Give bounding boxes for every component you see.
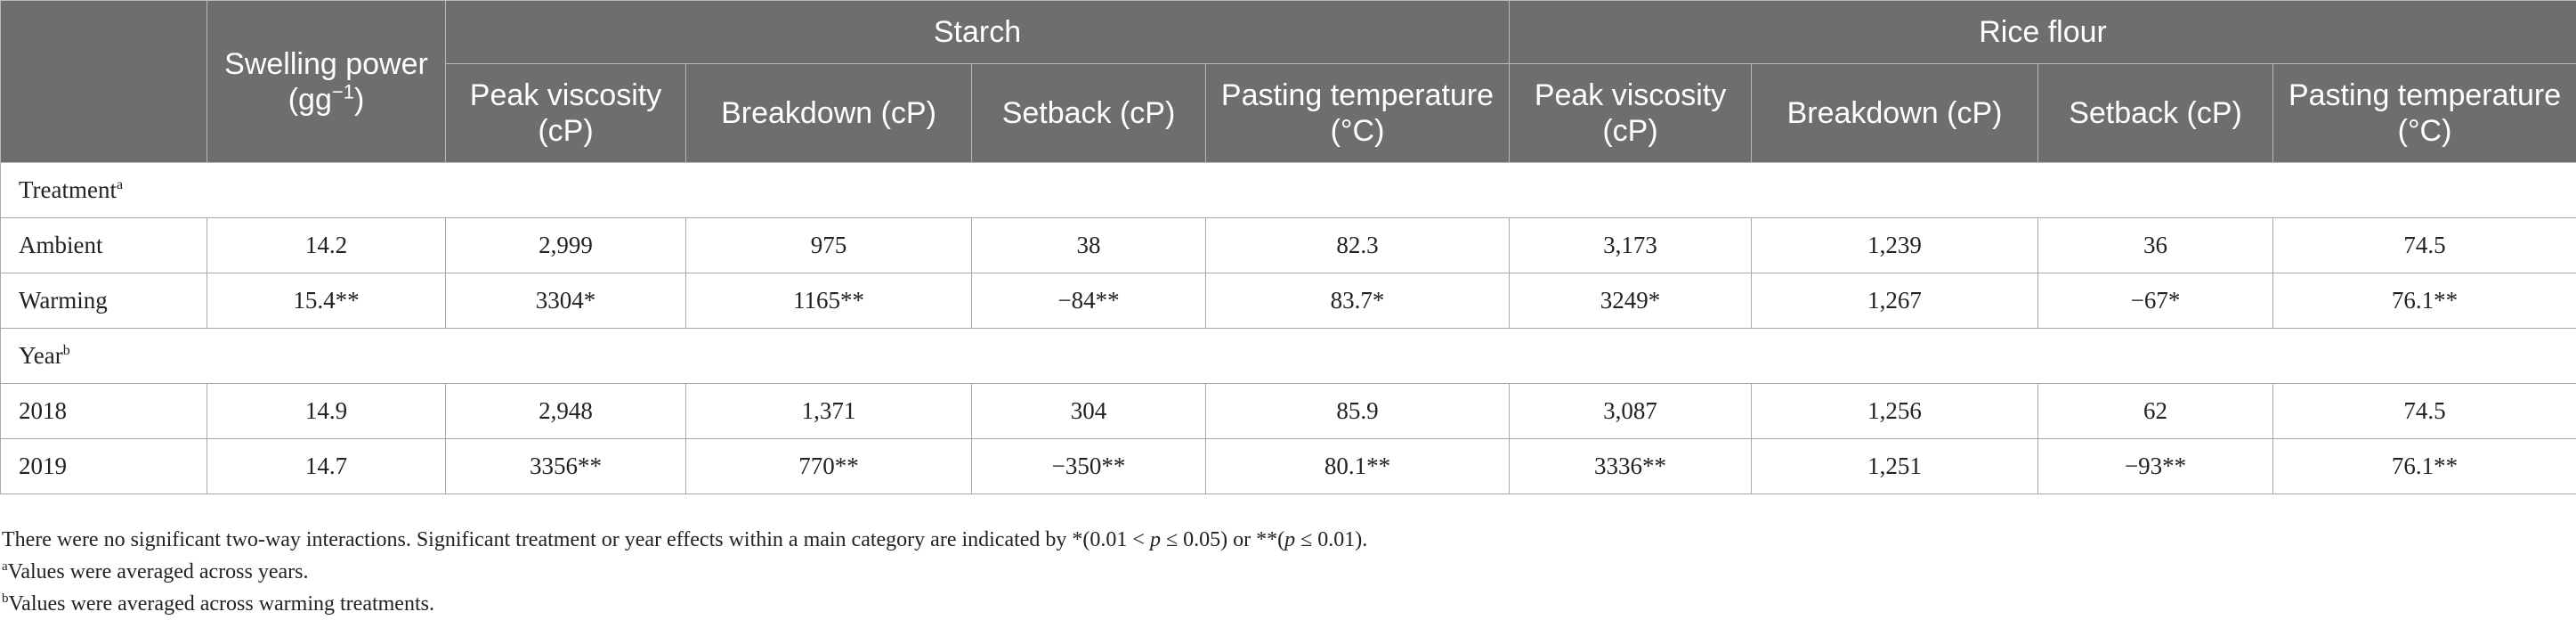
table-cell: 74.5	[2272, 217, 2576, 273]
rice-peak-viscosity-header: Peak viscosity (cP)	[1509, 63, 1753, 163]
table-cell: 770**	[685, 438, 972, 494]
table-row: Warming 15.4** 3304* 1165** −84** 83.7* …	[0, 273, 2576, 329]
table-cell: 3356**	[445, 438, 686, 494]
rice-breakdown-header: Breakdown (cP)	[1751, 63, 2039, 163]
starch-breakdown-header: Breakdown (cP)	[685, 63, 972, 163]
footnote-b: bValues were averaged across warming tre…	[2, 591, 434, 616]
table-cell: 2,999	[445, 217, 686, 273]
table-cell: 3,087	[1509, 383, 1753, 439]
table-cell: 2,948	[445, 383, 686, 439]
table-cell: −67*	[2037, 273, 2274, 329]
table-cell: 1165**	[685, 273, 972, 329]
table-container: Swelling power (gg−1) Starch Rice flour …	[0, 0, 2576, 494]
table-cell: 1,371	[685, 383, 972, 439]
table-cell: 975	[685, 217, 972, 273]
table-row: Ambient 14.2 2,999 975 38 82.3 3,173 1,2…	[0, 217, 2576, 273]
rice-pasting-temperature-header: Pasting temperature (°C)	[2272, 63, 2576, 163]
starch-group-header: Starch	[444, 0, 1511, 64]
table-cell: 3336**	[1509, 438, 1753, 494]
corner-header	[0, 0, 207, 163]
table-footnotes: There were no significant two-way intera…	[0, 524, 2576, 620]
table-cell: 85.9	[1204, 383, 1511, 439]
table-cell: −84**	[971, 273, 1206, 329]
row-label: Warming	[0, 273, 207, 329]
table-cell: 80.1**	[1204, 438, 1511, 494]
table-cell: 3249*	[1509, 273, 1753, 329]
table-cell: 3,173	[1509, 217, 1753, 273]
row-label: 2019	[0, 438, 207, 494]
table-cell: 1,239	[1751, 217, 2039, 273]
table-cell: 1,256	[1751, 383, 2039, 439]
table-cell: 74.5	[2272, 383, 2576, 439]
data-table: Swelling power (gg−1) Starch Rice flour …	[0, 0, 2576, 494]
table-cell: 36	[2037, 217, 2274, 273]
starch-setback-header: Setback (cP)	[971, 63, 1206, 163]
section-label: Treatmenta	[0, 162, 2576, 218]
table-cell: 1,267	[1751, 273, 2039, 329]
table-cell: 62	[2037, 383, 2274, 439]
table-cell: 1,251	[1751, 438, 2039, 494]
table-cell: 38	[971, 217, 1206, 273]
footnote-a: aValues were averaged across years.	[2, 559, 309, 584]
table-cell: −93**	[2037, 438, 2274, 494]
footnote-significance: There were no significant two-way intera…	[2, 528, 1368, 551]
table-cell: 15.4**	[207, 273, 446, 329]
section-row-year: Yearb	[0, 328, 2576, 384]
section-label: Yearb	[0, 328, 2576, 384]
table-cell: 83.7*	[1204, 273, 1511, 329]
swelling-power-header: Swelling power (gg−1)	[207, 0, 446, 163]
table-cell: −350**	[971, 438, 1206, 494]
table-cell: 76.1**	[2272, 273, 2576, 329]
row-label: 2018	[0, 383, 207, 439]
table-row: 2019 14.7 3356** 770** −350** 80.1** 333…	[0, 438, 2576, 494]
table-cell: 14.2	[207, 217, 446, 273]
table-cell: 76.1**	[2272, 438, 2576, 494]
rice-setback-header: Setback (cP)	[2037, 63, 2274, 163]
row-label: Ambient	[0, 217, 207, 273]
table-cell: 304	[971, 383, 1206, 439]
table-cell: 82.3	[1204, 217, 1511, 273]
rice-flour-group-header: Rice flour	[1509, 0, 2576, 64]
table-cell: 14.9	[207, 383, 446, 439]
starch-pasting-temperature-header: Pasting temperature (°C)	[1204, 63, 1511, 163]
section-row-treatment: Treatmenta	[0, 162, 2576, 218]
table-cell: 3304*	[445, 273, 686, 329]
starch-peak-viscosity-header: Peak viscosity (cP)	[445, 63, 686, 163]
table-row: 2018 14.9 2,948 1,371 304 85.9 3,087 1,2…	[0, 383, 2576, 439]
table-cell: 14.7	[207, 438, 446, 494]
